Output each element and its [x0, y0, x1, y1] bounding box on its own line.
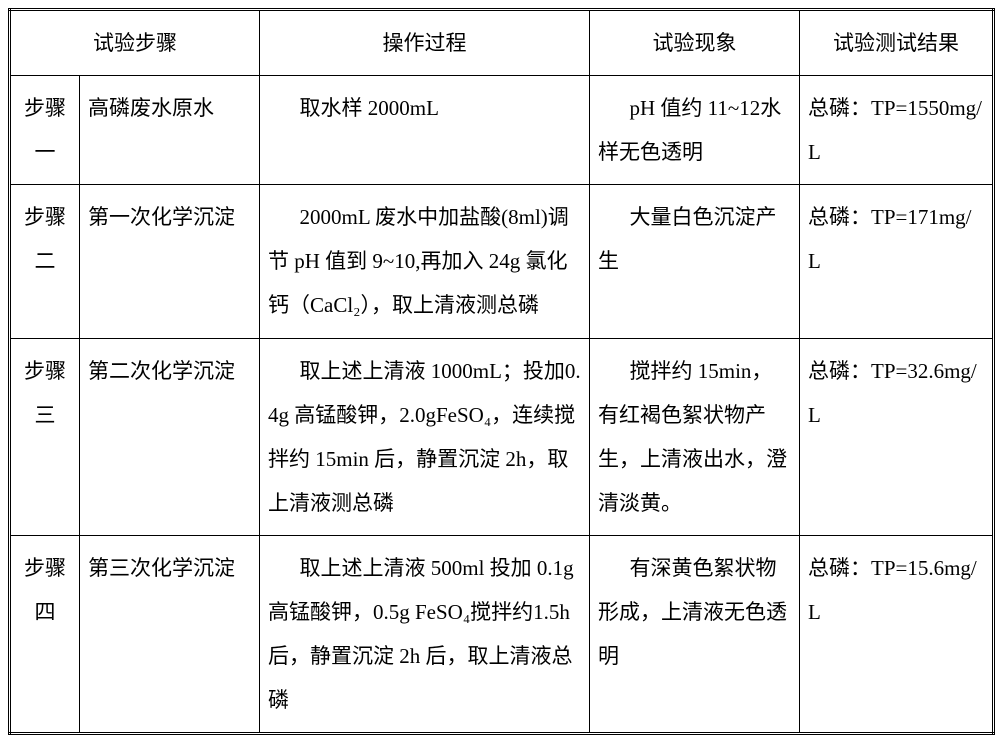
step-name: 高磷废水原水 [80, 76, 260, 185]
table-row: 步骤三 第二次化学沉淀 取上述上清液 1000mL；投加0.4g 高锰酸钾，2.… [10, 338, 994, 535]
operation-cell: 取上述上清液 1000mL；投加0.4g 高锰酸钾，2.0gFeSO₄，连续搅拌… [260, 338, 590, 535]
step-number: 步骤四 [10, 535, 80, 733]
result-cell: 总磷：TP=32.6mg/L [800, 338, 994, 535]
step-number: 步骤二 [10, 185, 80, 338]
phenomenon-cell: 搅拌约 15min，有红褐色絮状物产生，上清液出水，澄清淡黄。 [590, 338, 800, 535]
step-name: 第三次化学沉淀 [80, 535, 260, 733]
result-cell: 总磷：TP=1550mg/L [800, 76, 994, 185]
phenomenon-cell: 大量白色沉淀产生 [590, 185, 800, 338]
result-cell: 总磷：TP=171mg/L [800, 185, 994, 338]
header-result: 试验测试结果 [800, 10, 994, 76]
operation-cell: 取上述上清液 500ml 投加 0.1g高锰酸钾，0.5g FeSO₄搅拌约1.… [260, 535, 590, 733]
header-operation: 操作过程 [260, 10, 590, 76]
header-row: 试验步骤 操作过程 试验现象 试验测试结果 [10, 10, 994, 76]
experiment-table: 试验步骤 操作过程 试验现象 试验测试结果 步骤一 高磷废水原水 取水样 200… [8, 8, 995, 735]
operation-cell: 2000mL 废水中加盐酸(8ml)调节 pH 值到 9~10,再加入 24g … [260, 185, 590, 338]
step-number: 步骤一 [10, 76, 80, 185]
step-name: 第二次化学沉淀 [80, 338, 260, 535]
table-row: 步骤四 第三次化学沉淀 取上述上清液 500ml 投加 0.1g高锰酸钾，0.5… [10, 535, 994, 733]
operation-cell: 取水样 2000mL [260, 76, 590, 185]
step-name: 第一次化学沉淀 [80, 185, 260, 338]
table-row: 步骤一 高磷废水原水 取水样 2000mL pH 值约 11~12水样无色透明 … [10, 76, 994, 185]
header-step: 试验步骤 [10, 10, 260, 76]
header-phenomenon: 试验现象 [590, 10, 800, 76]
phenomenon-cell: 有深黄色絮状物形成，上清液无色透明 [590, 535, 800, 733]
step-number: 步骤三 [10, 338, 80, 535]
table-row: 步骤二 第一次化学沉淀 2000mL 废水中加盐酸(8ml)调节 pH 值到 9… [10, 185, 994, 338]
phenomenon-cell: pH 值约 11~12水样无色透明 [590, 76, 800, 185]
result-cell: 总磷：TP=15.6mg/L [800, 535, 994, 733]
